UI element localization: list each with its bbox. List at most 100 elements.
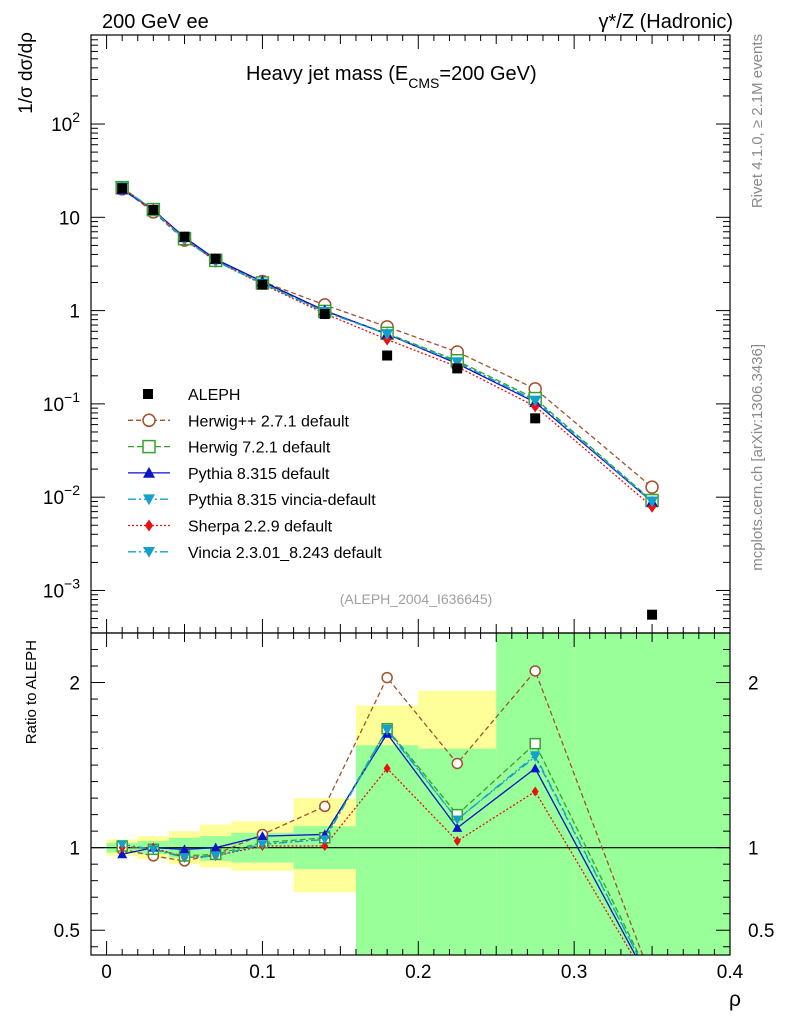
ratio-series-4-point-5 [321, 841, 329, 852]
legend-marker-5 [143, 547, 155, 558]
ratio-series-4-point-7 [453, 836, 461, 847]
legend-label-0: Herwig++ 2.7.1 default [188, 413, 350, 430]
main-series-5-point-9 [646, 496, 659, 508]
legend-label-2: Pythia 8.315 default [188, 466, 330, 483]
main-series-5-point-7 [451, 357, 464, 369]
main-y-tick-label-1: 10−2 [43, 482, 80, 509]
main-y-tick-label-3: 1 [69, 302, 80, 323]
ratio-series-4-point-6 [383, 763, 391, 774]
ratio-y-tick-label-right-1: 1 [748, 839, 759, 860]
ratio-series-4-point-8 [531, 786, 539, 797]
aleph-data-point-7 [452, 363, 463, 374]
aleph-data-point-2 [179, 231, 190, 242]
legend-label-1: Herwig 7.2.1 default [188, 440, 331, 457]
main-y-tick-label-0: 10−3 [43, 575, 80, 602]
ratio-series-2-point-8 [530, 763, 541, 773]
ratio-x-tick-label-2: 0.2 [405, 962, 431, 983]
ratio-series-5-point-5 [319, 835, 330, 845]
ratio-series-3-point-9 [647, 979, 657, 988]
main-axes: 10−3 10−2 10−1 1 10 102 [43, 34, 731, 633]
ratio-series-5-point-1 [148, 845, 159, 855]
main-series-line-2 [121, 189, 653, 503]
legend-marker-1 [142, 439, 156, 454]
ratio-series-2-point-7 [452, 822, 463, 832]
ratio-series-line-5 [122, 727, 639, 955]
legend-marker-4 [144, 519, 154, 532]
header-right: γ*/Z (Hadronic) [599, 11, 733, 33]
legend-marker-aleph [143, 389, 153, 399]
main-y-tick-label-5: 102 [51, 109, 80, 136]
mcplots-label: mcplots.cern.ch [arXiv:1306.3436] [749, 344, 766, 571]
ratio-series-0-point-7 [451, 757, 464, 770]
main-series-line-4 [121, 187, 653, 508]
ratio-series-5-point-4 [257, 840, 268, 850]
legend-marker-2 [143, 466, 155, 478]
main-series-line-5 [121, 186, 653, 502]
main-ylabel: 1/σ dσ/dρ [16, 32, 37, 114]
ratio-series-line-2 [122, 732, 636, 955]
main-series-5-point-8 [529, 395, 542, 407]
aleph-data-point-6 [382, 350, 393, 361]
aleph-data-point-5 [319, 308, 330, 319]
aleph-data-point-3 [210, 253, 221, 264]
main-series-layer [115, 180, 659, 620]
ratio-axes: 0 0.1 0.2 0.3 0.40.5 0.51 12 2 [54, 633, 774, 983]
ratio-x-tick-label-4: 0.4 [717, 962, 744, 983]
ratio-series-2-point-9 [647, 981, 657, 990]
ratio-series-0-point-5 [319, 800, 331, 813]
main-title: Heavy jet mass (ECMS=200 GeV) [246, 63, 537, 91]
analysis-watermark: (ALEPH_2004_I636645) [340, 591, 493, 607]
ratio-band-green-7 [418, 748, 497, 955]
ratio-series-5-point-6 [382, 724, 393, 734]
ratio-series-line-0 [122, 669, 644, 955]
ratio-plot-frame [90, 632, 731, 956]
main-y-tick-label-4: 10 [59, 208, 80, 229]
aleph-data-point-9 [647, 609, 658, 620]
legend-label-5: Vincia 2.3.01_8.243 default [188, 545, 382, 562]
ratio-y-tick-label-2: 2 [69, 674, 80, 695]
legend-marker-3 [143, 494, 155, 506]
ratio-y-tick-label-1: 1 [69, 839, 80, 860]
main-plot-frame [90, 34, 731, 634]
ratio-x-tick-label-1: 0.1 [249, 962, 275, 983]
ratio-series-line-1 [122, 727, 640, 955]
ratio-series-1-point-8 [529, 737, 541, 750]
aleph-data-point-0 [117, 183, 128, 194]
legend-label-3: Pythia 8.315 vincia-default [188, 492, 376, 509]
ratio-ylabel: Ratio to ALEPH [23, 640, 40, 744]
main-series-0-point-9 [645, 480, 659, 494]
ratio-series-2-point-4 [257, 831, 268, 841]
main-series-line-0 [121, 188, 653, 488]
ratio-series-5-point-8 [530, 751, 541, 761]
ratio-series-5-point-3 [210, 851, 221, 861]
ratio-y-tick-label-right-2: 2 [748, 674, 759, 695]
ratio-band-green-6 [355, 745, 419, 955]
ratio-band-green-9 [574, 633, 730, 955]
ratio-series-2-point-0 [117, 849, 128, 859]
ratio-series-5-point-9 [647, 979, 657, 988]
ratio-y-tick-label-0: 0.5 [54, 921, 80, 942]
ratio-series-1-point-9 [647, 976, 657, 986]
ratio-x-tick-label-3: 0.3 [561, 962, 587, 983]
ratio-series-5-point-0 [117, 840, 128, 850]
legend-label-aleph: ALEPH [188, 387, 240, 404]
ratio-series-5-point-7 [452, 815, 463, 825]
legend-marker-0 [142, 413, 156, 428]
x-axis-label: ρ [729, 988, 741, 1011]
ratio-series-4-point-9 [649, 983, 656, 993]
aleph-data-point-1 [148, 204, 159, 215]
ratio-series-2-point-3 [210, 842, 221, 852]
ratio-series-2-point-2 [179, 844, 190, 854]
ratio-x-tick-label-0: 0 [101, 962, 112, 983]
aleph-data-point-8 [530, 413, 541, 424]
ratio-series-0-point-6 [381, 671, 393, 684]
ratio-series-layer [116, 665, 657, 993]
aleph-data-point-4 [257, 279, 268, 290]
ratio-series-5-point-2 [179, 853, 190, 863]
main-series-5-point-6 [381, 329, 394, 341]
rivet-label: Rivet 4.1.0, ≥ 2.1M events [749, 34, 766, 208]
ratio-series-0-point-8 [529, 665, 541, 677]
legend-label-4: Sherpa 2.2.9 default [188, 519, 333, 536]
ratio-series-0-point-9 [647, 975, 657, 985]
